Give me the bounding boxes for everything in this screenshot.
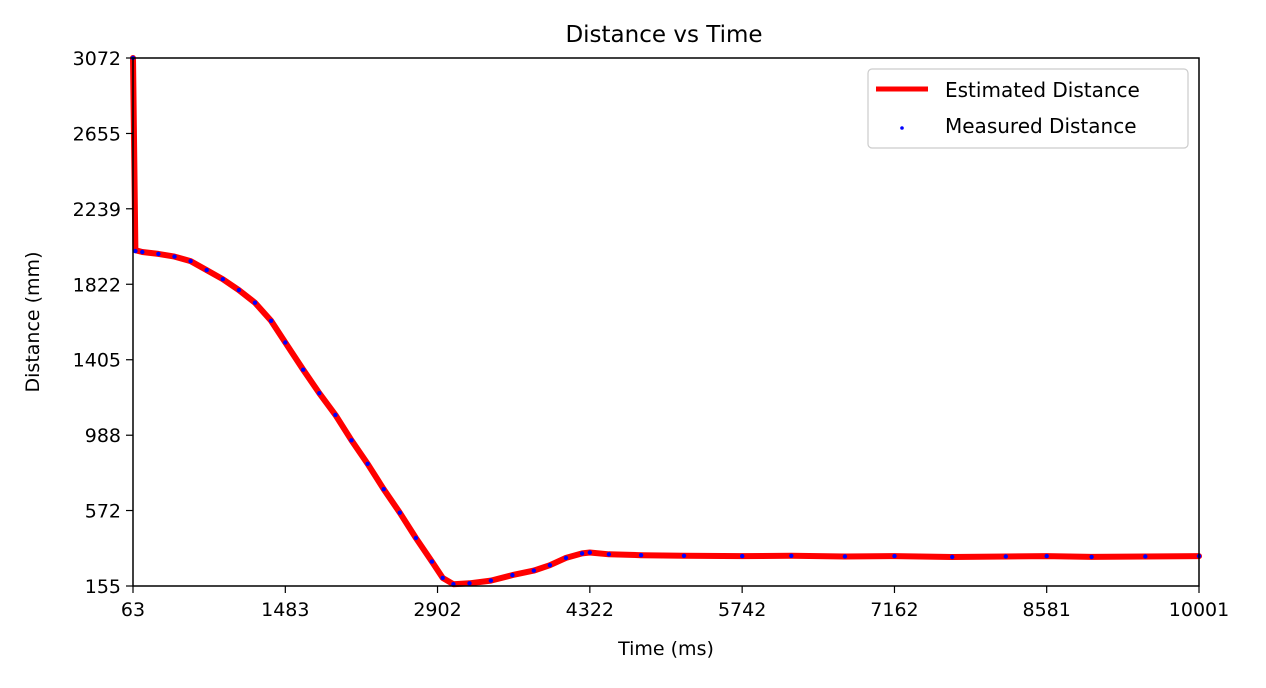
x-tick-label-4: 5742 (718, 599, 766, 621)
y-axis-label: Distance (mm) (22, 252, 44, 393)
legend: Estimated Distance Measured Distance (867, 68, 1189, 149)
x-tick-label-1: 1483 (261, 599, 309, 621)
measured-point-40 (1044, 553, 1049, 559)
measured-point-14 (333, 412, 338, 418)
measured-point-12 (301, 367, 306, 372)
x-axis: 63 1483 2902 4322 5742 7162 8581 10001 (121, 586, 1229, 621)
measured-point-29 (579, 551, 585, 556)
measured-point-26 (531, 568, 536, 573)
measured-point-20 (429, 559, 435, 564)
measured-point-3 (156, 251, 161, 257)
legend-swatch-measured (900, 126, 904, 130)
measured-point-33 (681, 553, 687, 558)
x-tick-label-5: 7162 (870, 599, 918, 621)
plot-area (130, 55, 1202, 588)
y-axis: 155 572 988 1405 1822 2239 2655 3072 (73, 48, 133, 598)
y-tick-label-1: 572 (85, 501, 121, 523)
measured-point-16 (365, 461, 370, 466)
x-tick-label-7: 10001 (1169, 599, 1229, 621)
legend-box (867, 68, 1189, 149)
measured-point-7 (220, 277, 225, 282)
x-tick-label-2: 2902 (413, 599, 461, 621)
measured-point-15 (349, 438, 354, 443)
measured-point-36 (842, 554, 848, 559)
y-tick-label-4: 1822 (73, 274, 121, 296)
measured-point-32 (638, 553, 644, 558)
measured-point-37 (892, 553, 897, 559)
measured-point-41 (1089, 554, 1094, 560)
x-axis-label: Time (ms) (617, 638, 714, 660)
y-tick-label-5: 2239 (73, 199, 121, 221)
chart-title: Distance vs Time (565, 22, 762, 48)
measured-point-30 (587, 550, 592, 555)
measured-point-34 (740, 553, 745, 559)
x-tick-label-6: 8581 (1023, 599, 1071, 621)
y-tick-label-6: 2655 (73, 123, 121, 145)
measured-point-19 (413, 535, 419, 541)
measured-point-9 (252, 300, 258, 305)
y-tick-label-2: 988 (85, 425, 121, 447)
measured-point-31 (606, 552, 612, 557)
legend-label-estimated: Estimated Distance (945, 78, 1140, 102)
measured-point-5 (188, 258, 193, 264)
y-tick-label-7: 3072 (73, 48, 121, 70)
legend-label-measured: Measured Distance (945, 114, 1137, 138)
measured-point-39 (1003, 554, 1008, 559)
measured-point-6 (204, 267, 209, 273)
measured-point-17 (381, 487, 386, 492)
measured-point-27 (547, 563, 553, 568)
measured-point-18 (397, 510, 402, 515)
measured-point-24 (488, 578, 494, 583)
measured-point-8 (236, 287, 242, 293)
measured-point-10 (268, 318, 274, 323)
measured-point-1 (133, 248, 138, 254)
y-tick-label-0: 155 (85, 576, 121, 598)
measured-point-28 (563, 555, 569, 561)
plot-frame (132, 57, 1200, 587)
x-tick-label-0: 63 (121, 599, 145, 621)
measured-point-2 (140, 249, 145, 255)
measured-point-11 (283, 340, 288, 345)
measured-point-38 (950, 554, 955, 560)
measured-point-35 (789, 553, 794, 558)
measured-point-23 (467, 581, 472, 586)
measured-point-21 (440, 575, 445, 581)
measured-point-42 (1143, 554, 1148, 559)
measured-point-13 (317, 391, 322, 396)
x-tick-label-3: 4322 (566, 599, 614, 621)
measured-point-25 (510, 572, 515, 578)
measured-point-4 (172, 254, 177, 259)
y-tick-label-3: 1405 (73, 350, 121, 372)
